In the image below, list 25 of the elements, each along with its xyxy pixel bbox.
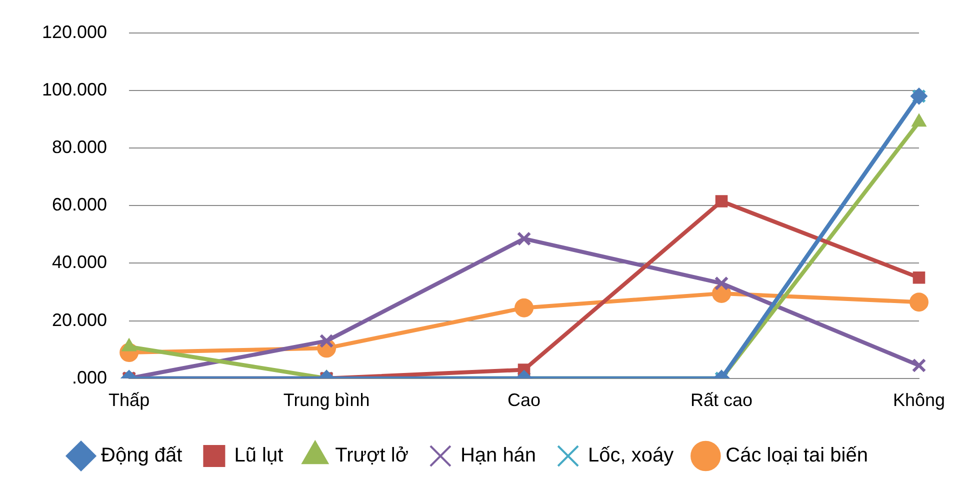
point [516,232,532,246]
point [910,292,928,312]
legend-label: Hạn hán [460,444,536,467]
y-tick-label: 40.000 [52,252,108,272]
y-tick-label: 80.000 [52,136,108,157]
x-tick-label: Cao [508,390,541,410]
y-tick-label: .000 [72,367,108,388]
point [514,298,534,318]
legend-label: Các loại tai biến [726,444,868,467]
point [912,271,926,284]
x-tick-label: Không [892,390,946,410]
point [912,358,926,373]
point [715,195,728,208]
point [714,276,729,291]
legend-label: Lũ lụt [234,444,284,467]
x-tick-label: Rất cao [690,390,753,410]
legend-label: Động đất [101,444,183,467]
legend-label: Lốc, xoáy [588,444,674,467]
x-tick-label: Thấp [108,390,150,410]
y-tick-label: 100.000 [42,79,108,100]
y-tick-label: 120.000 [42,22,108,42]
y-tick-label: 60.000 [52,194,108,215]
legend-label: Trượt lở [335,444,408,467]
y-tick-label: 20.000 [52,310,108,330]
x-tick-label: Trung bình [283,390,370,410]
